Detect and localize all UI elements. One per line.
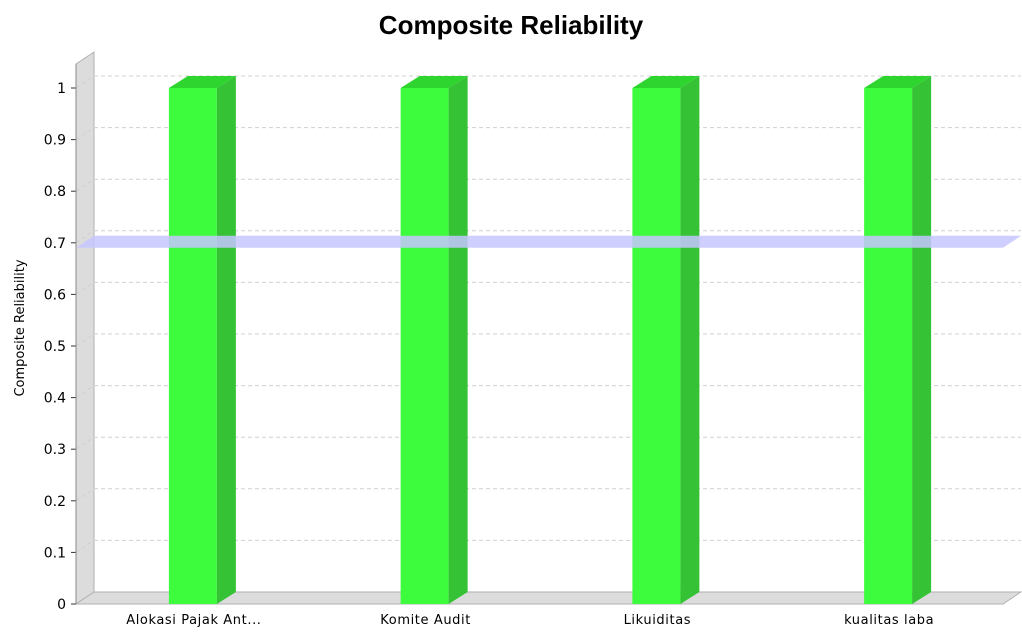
bars — [168, 76, 932, 604]
bar — [632, 76, 700, 604]
gridline-wall — [75, 178, 95, 192]
y-tick-label: 0.4 — [44, 391, 66, 407]
bar-top — [632, 76, 700, 88]
y-tick-label: 0.3 — [44, 442, 66, 458]
threshold-band — [76, 235, 1021, 248]
x-tick-label: Komite Audit — [380, 613, 471, 628]
bar-side — [448, 76, 468, 604]
gridline-wall — [75, 127, 95, 141]
y-tick-label: 0.9 — [44, 133, 66, 149]
bar-front — [168, 88, 217, 604]
bar-top — [168, 76, 236, 88]
x-axis-labels: Alokasi Pajak Ant... Komite Audit Likuidit… — [126, 613, 934, 628]
left-wall — [75, 51, 95, 605]
bar-front — [864, 88, 913, 604]
y-tick-label: 0.2 — [44, 494, 66, 510]
y-tick-label: 0.5 — [44, 339, 66, 355]
y-tick-label: 1 — [57, 81, 66, 97]
threshold-line — [76, 235, 1021, 248]
y-tick-label: 0.6 — [44, 287, 66, 303]
bar-side — [680, 76, 700, 604]
gridline-wall — [75, 488, 95, 502]
bar-side — [912, 76, 932, 604]
bar — [864, 76, 932, 604]
y-tick-label: 0.7 — [44, 236, 66, 252]
x-tick-label: Alokasi Pajak Ant... — [126, 613, 261, 628]
gridline-wall — [75, 539, 95, 553]
bar-front — [400, 88, 449, 604]
gridline-wall — [75, 230, 95, 244]
gridline-wall — [75, 436, 95, 450]
bar-top — [864, 76, 932, 88]
gridline-wall — [75, 333, 95, 347]
plot-walls — [74, 51, 1022, 605]
bar — [168, 76, 236, 604]
x-tick-label: kualitas laba — [844, 613, 934, 628]
x-tick-label: Likuiditas — [624, 613, 692, 628]
bar — [400, 76, 468, 604]
bar-top — [400, 76, 468, 88]
gridline-wall — [75, 281, 95, 295]
bar-side — [216, 76, 236, 604]
y-axis-label: Composite Reliability — [13, 259, 28, 396]
y-tick-label: 0.8 — [44, 184, 66, 200]
y-tick-label: 0 — [57, 597, 66, 613]
chart-title: Composite Reliability — [379, 10, 644, 40]
bar-front — [632, 88, 681, 604]
y-tick-label: 0.1 — [44, 545, 66, 561]
y-axis-ticks: 0 0.1 0.2 0.3 0.4 0.5 0.6 0.7 0.8 0.9 1 — [44, 64, 77, 613]
gridline-wall — [75, 385, 95, 399]
gridline-wall — [75, 75, 95, 89]
floor — [74, 591, 1022, 605]
